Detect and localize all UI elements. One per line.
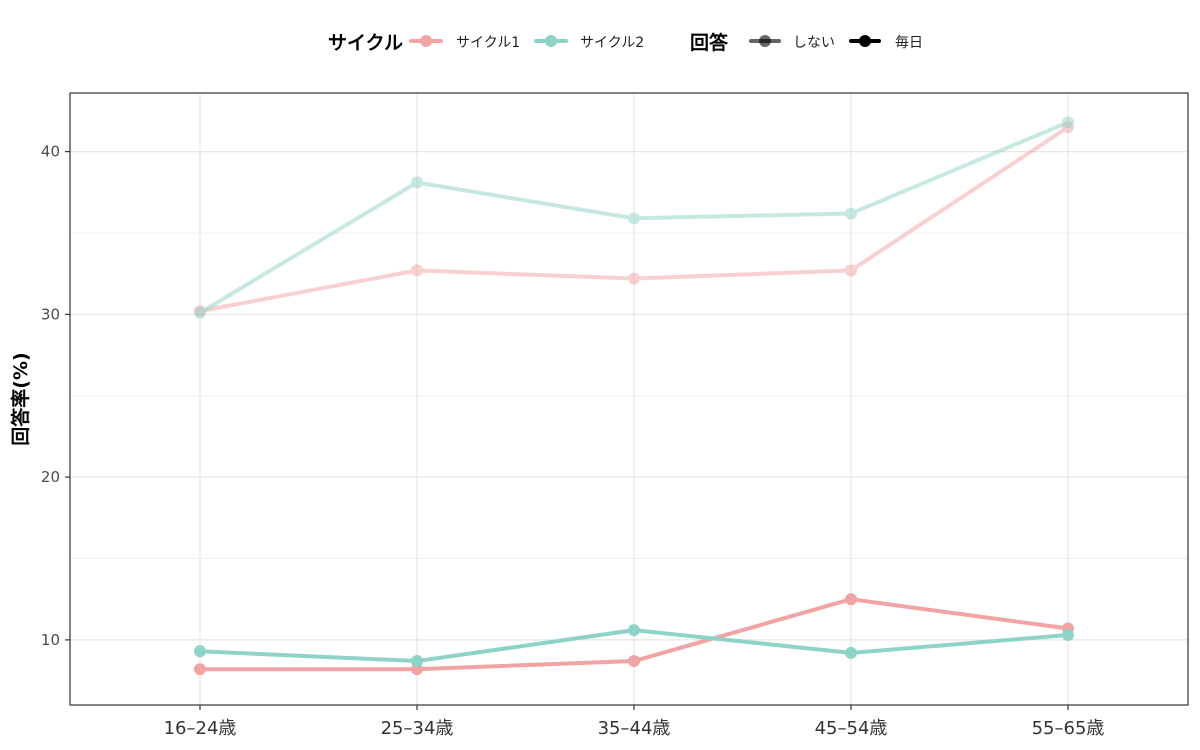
data-point [194,306,206,319]
y-tick-label: 10 [41,631,60,649]
x-tick-label: 45–54歳 [815,718,888,739]
plot-panel-border [69,92,1189,706]
legend-label-daily: 毎日 [895,35,923,51]
grid-lines [70,93,1188,705]
data-point [845,646,857,659]
y-axis: 10 20 30 40 [41,143,70,649]
data-point [628,212,640,225]
legend-key-daily [849,35,881,47]
legend: サイクル サイクル1 サイクル2 回答 しない 毎日 [328,31,923,54]
data-point [628,272,640,285]
data-point [845,593,857,606]
y-axis-title: 回答率(%) [9,352,32,445]
x-tick-label: 55–65歳 [1032,718,1105,739]
data-point [1062,116,1074,129]
legend-key-cycle1 [409,35,443,47]
data-point [411,176,423,189]
x-tick-label: 25–34歳 [381,718,454,739]
legend-label-cycle1: サイクル1 [456,35,520,51]
legend-title-response: 回答 [690,31,729,54]
y-tick-label: 40 [41,143,60,161]
data-point [411,655,423,668]
series-layer [194,116,1074,676]
data-point [628,655,640,668]
data-point [194,663,206,676]
series-3 [194,624,1074,668]
legend-title-cycle: サイクル [328,32,403,54]
legend-key-cycle2 [534,35,568,47]
y-tick-label: 30 [41,305,60,323]
legend-label-cycle2: サイクル2 [580,35,644,51]
data-point [194,645,206,658]
y-tick-label: 20 [41,468,60,486]
data-point [628,624,640,637]
x-tick-label: 16–24歳 [164,718,237,739]
series-1 [194,116,1074,319]
x-axis: 16–24歳 25–34歳 35–44歳 45–54歳 55–65歳 [164,705,1105,739]
legend-key-none [749,35,781,47]
legend-label-none: しない [793,35,835,51]
data-point [411,264,423,277]
data-point [1062,629,1074,642]
data-point [845,264,857,277]
data-point [845,207,857,220]
x-tick-label: 35–44歳 [598,718,671,739]
